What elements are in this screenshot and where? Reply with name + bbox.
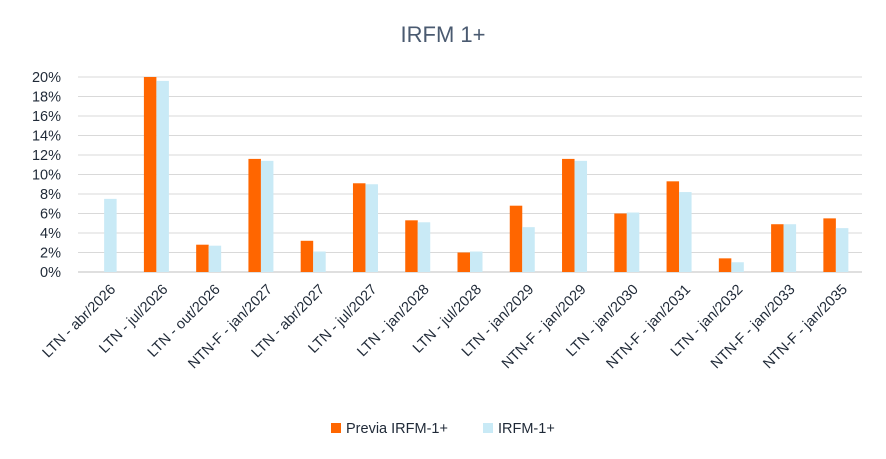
bar-irfm-5 — [365, 184, 378, 272]
bar-irfm-8 — [522, 227, 535, 272]
bar-previa-10 — [614, 213, 627, 272]
bar-irfm-10 — [626, 212, 640, 272]
legend-swatch-irfm — [483, 423, 493, 433]
bar-previa-5 — [352, 183, 366, 272]
y-tick-label: 18% — [32, 90, 61, 106]
bar-previa-13 — [771, 224, 784, 272]
bar-previa-7 — [457, 252, 470, 272]
bar-irfm-12 — [731, 262, 744, 272]
legend-label-previa: Previa IRFM-1+ — [346, 421, 448, 437]
chart-title: IRFM 1+ — [401, 22, 486, 47]
bar-previa-6 — [405, 220, 418, 272]
bar-previa-3 — [248, 158, 261, 272]
y-axis-ticks: 0% 2% 4% 6% 8% 10% 12% 14% 16% 18% 20% — [32, 70, 61, 281]
legend-label-irfm: IRFM-1+ — [498, 421, 555, 437]
y-tick-label: 0% — [40, 265, 61, 281]
y-tick-label: 8% — [40, 187, 61, 203]
y-tick-label: 20% — [32, 70, 61, 86]
bar-irfm-13 — [783, 224, 797, 272]
chart-legend: Previa IRFM-1+ IRFM-1+ — [331, 421, 555, 437]
bar-irfm-0 — [104, 198, 117, 272]
y-tick-label: 2% — [40, 246, 61, 262]
bar-previa-1 — [143, 77, 157, 272]
bar-irfm-11 — [679, 192, 692, 272]
bar-previa-4 — [300, 240, 314, 272]
bar-previa-12 — [718, 258, 732, 272]
bar-irfm-2 — [208, 245, 222, 272]
bar-previa-14 — [823, 218, 836, 272]
bar-previa-2 — [196, 244, 209, 272]
y-tick-label: 6% — [40, 207, 61, 223]
y-tick-label: 10% — [32, 168, 61, 184]
y-tick-label: 14% — [32, 129, 61, 145]
bar-irfm-1 — [156, 80, 169, 273]
bar-irfm-3 — [260, 160, 274, 272]
chart-bars — [104, 77, 849, 273]
bar-previa-11 — [666, 181, 680, 272]
y-tick-label: 4% — [40, 226, 61, 242]
bar-irfm-6 — [417, 222, 431, 272]
y-tick-label: 12% — [32, 148, 61, 164]
chart-gridlines — [78, 76, 862, 273]
bar-previa-8 — [509, 205, 523, 272]
legend-swatch-previa — [331, 423, 341, 433]
y-tick-label: 16% — [32, 109, 61, 125]
bar-irfm-4 — [313, 251, 326, 272]
bar-irfm-7 — [470, 251, 483, 272]
bar-irfm-14 — [835, 228, 849, 272]
bar-previa-9 — [562, 158, 575, 272]
bar-irfm-9 — [574, 160, 588, 272]
